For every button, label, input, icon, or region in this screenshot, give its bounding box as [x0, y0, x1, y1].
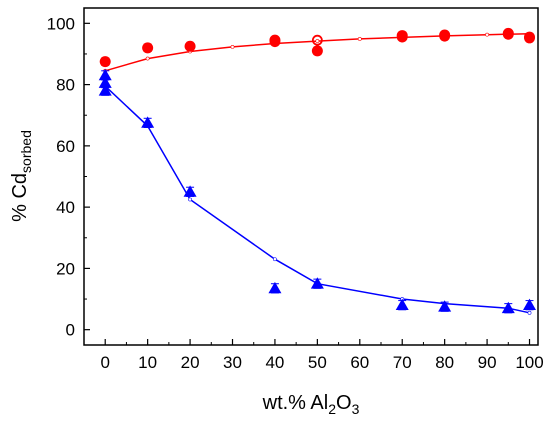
y-tick-label: 80: [56, 76, 75, 95]
data-point-blue-triangle: [310, 277, 324, 289]
data-point-blue-triangle: [501, 301, 515, 314]
x-tick-label: 60: [350, 353, 369, 372]
x-tick-label: 50: [308, 353, 327, 372]
fit-node-blue: [188, 197, 192, 202]
y-tick-label: 0: [66, 321, 75, 340]
data-point-blue-triangle: [141, 116, 155, 128]
x-tick-label: 90: [478, 353, 497, 372]
fit-node-red: [145, 56, 150, 61]
fit-node-blue: [527, 310, 532, 315]
open-point-red-circle: [311, 34, 323, 46]
y-axis-title: % Cdsorbed: [9, 130, 34, 222]
x-tick-label: 80: [435, 353, 454, 372]
data-point-blue-triangle: [438, 300, 452, 312]
y-tick-label: 20: [56, 259, 75, 278]
open-point-red-circle: [524, 32, 535, 44]
x-tick-label: 0: [100, 353, 109, 372]
fit-node-blue: [273, 257, 277, 262]
data-point-blue-triangle: [395, 298, 409, 311]
axis-ticks: 0 10 20 30 40 50 60 70 80 90 100 0 20 40 60 80 100: [47, 14, 544, 372]
fit-lines: [103, 31, 532, 315]
open-point-red-circle: [269, 36, 281, 48]
fit-node-red: [357, 37, 362, 41]
x-tick-label: 10: [138, 353, 157, 372]
data-point-blue-triangle: [98, 68, 112, 81]
x-tick-label: 30: [223, 353, 242, 372]
y-tick-label: 60: [56, 137, 75, 156]
data-point-blue-triangle: [268, 281, 282, 294]
x-tick-label: 70: [393, 353, 412, 372]
data-point-red-circle: [311, 45, 323, 57]
x-tick-label: 100: [515, 353, 543, 372]
open-point-red-circle: [439, 30, 451, 42]
data-point-red-circle: [99, 56, 111, 68]
y-tick-label: 40: [56, 198, 75, 217]
data-point-blue-triangle: [98, 76, 112, 88]
x-tick-label: 40: [265, 353, 284, 372]
fit-node-red: [315, 39, 320, 43]
open-point-red-circle: [502, 28, 514, 40]
data-point-red-circle: [142, 42, 154, 54]
data-point-blue-triangle: [183, 185, 197, 197]
data-markers: [98, 27, 537, 314]
data-point-blue-triangle: [98, 84, 112, 96]
fit-node-red: [485, 32, 489, 37]
x-tick-label: 20: [181, 353, 200, 372]
y-tick-label: 100: [47, 14, 75, 33]
data-point-blue-triangle: [523, 298, 537, 311]
fit-node-red: [230, 45, 235, 49]
open-point-red-circle: [396, 31, 408, 43]
x-axis-title: wt.% Al2O3: [262, 392, 360, 417]
data-point-red-circle: [184, 40, 196, 52]
